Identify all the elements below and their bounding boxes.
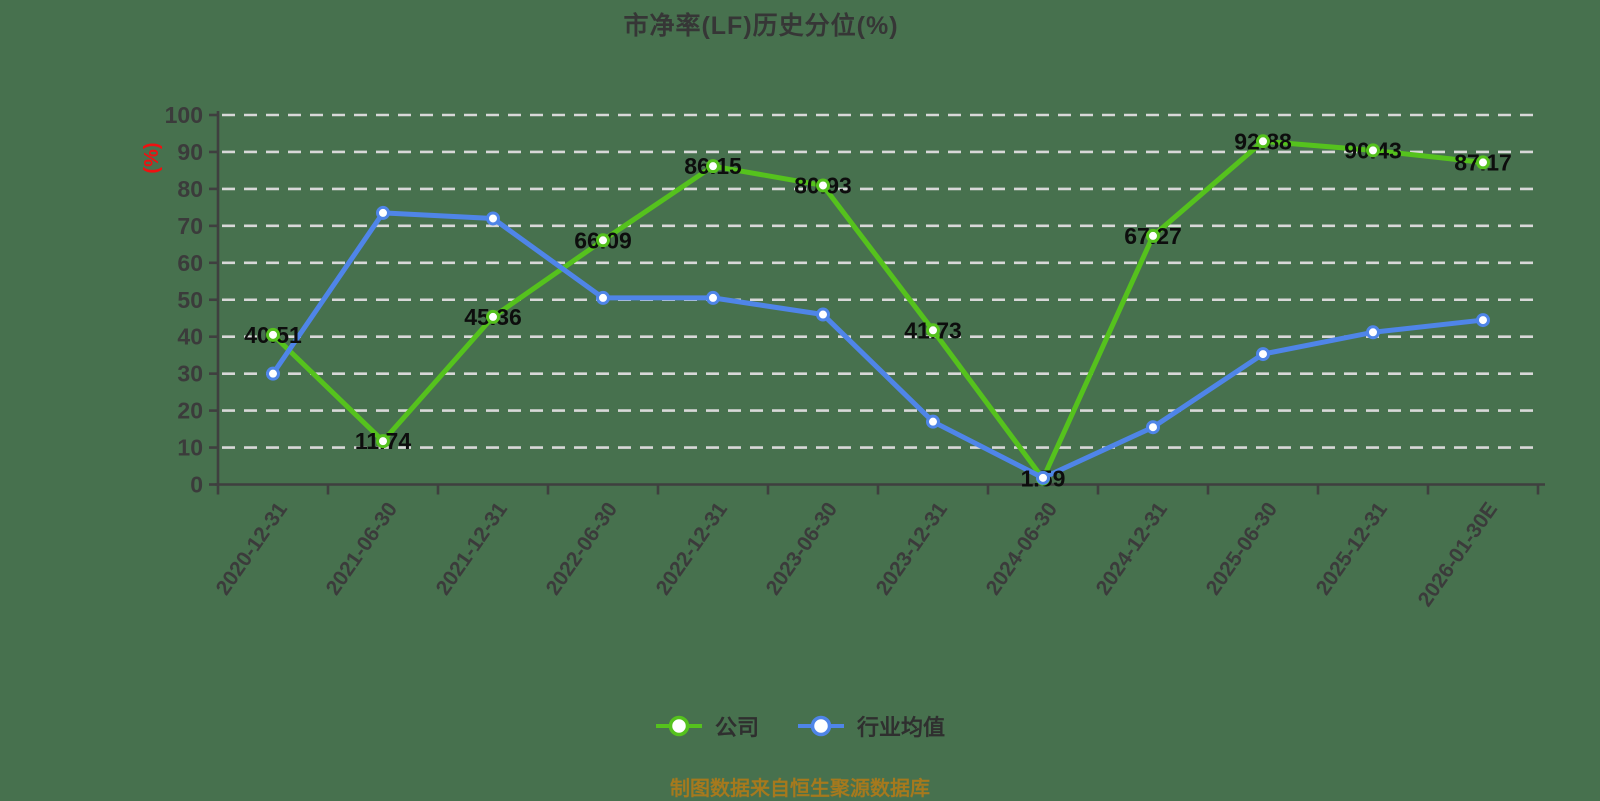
x-tick-label: 2024-12-31 [1092,498,1173,599]
data-point-marker [1256,347,1270,362]
data-point-marker [706,290,720,305]
x-tick-label: 2024-06-30 [982,498,1062,599]
legend: 公司 行业均值 [0,710,1600,742]
data-point-marker [596,233,610,248]
y-tick-label: 50 [177,287,203,313]
data-point-marker [926,323,940,338]
y-tick-label: 70 [177,213,203,239]
data-point-marker [1146,420,1160,435]
y-tick-label: 80 [177,176,203,202]
y-tick-label: 20 [177,398,203,424]
data-point-marker [486,211,500,226]
y-tick-label: 100 [165,102,203,128]
y-tick-label: 10 [177,435,203,461]
y-tick-label: 0 [190,472,203,498]
data-point-marker [1256,134,1270,149]
y-tick-label: 60 [177,250,203,276]
data-point-marker [706,159,720,174]
series-line-公司 [270,138,1486,482]
data-point-marker [926,414,940,429]
legend-item-company[interactable]: 公司 [655,710,759,742]
chart-title: 市净率(LF)历史分位(%) [623,12,899,40]
data-point-marker [376,434,390,449]
x-tick-label: 2023-12-31 [872,498,953,599]
y-tick-label: 30 [177,361,203,387]
y-tick-label: 90 [177,139,203,165]
x-tick-label: 2025-12-31 [1312,498,1393,599]
x-tick-label: 2022-12-31 [652,498,733,599]
line-series-icon [798,715,844,737]
x-tick-label: 2021-06-30 [322,498,402,599]
data-point-marker [1036,470,1050,485]
data-point-marker [1366,143,1380,158]
x-tick-label: 2020-12-31 [212,498,293,599]
y-tick-label: 40 [177,324,203,350]
legend-item-label: 公司 [714,715,759,740]
series-line-行业均值 [270,210,1486,481]
x-tick-label: 2025-06-30 [1202,498,1282,599]
line-series-icon [655,715,702,737]
data-point-marker [1476,313,1490,328]
data-point-marker [266,366,280,381]
x-tick-label: 2026-01-30E [1414,498,1502,611]
source-note: 制图数据来自恒生聚源数据库 [670,778,930,800]
y-axis-unit-label: (%) [141,142,163,173]
data-point-marker [596,290,610,305]
legend-item-label: 行业均值 [857,715,946,740]
data-point-marker [1366,325,1380,340]
data-point-marker [1476,155,1490,170]
data-point-marker [266,327,280,342]
x-tick-label: 2023-06-30 [762,498,842,599]
x-tick-label: 2022-06-30 [542,498,622,599]
data-point-marker [1146,228,1160,243]
data-point-marker [816,178,830,193]
data-point-marker [816,307,830,322]
legend-item-industry-average[interactable]: 行业均值 [797,710,945,742]
data-point-marker [376,205,390,220]
data-point-marker [486,309,500,324]
x-tick-label: 2021-12-31 [432,498,513,599]
